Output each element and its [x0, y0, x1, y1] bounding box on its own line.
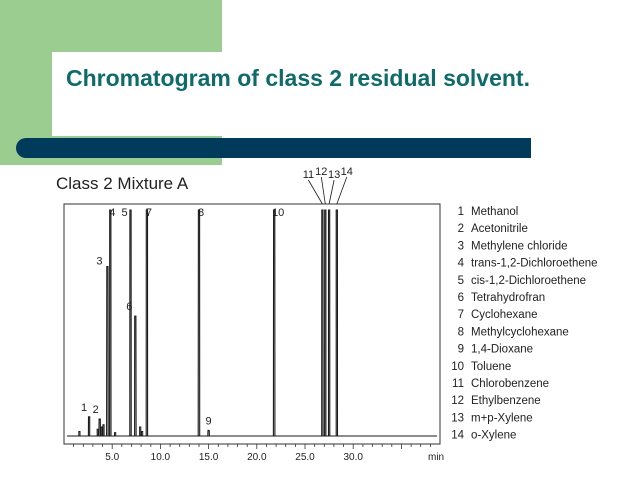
peak-5-trace: [129, 209, 132, 437]
minor-peak: [114, 432, 117, 436]
x-tick-label: 20.0: [247, 452, 267, 463]
peak-leader-14: [336, 176, 348, 205]
legend-number-8: 8: [458, 326, 464, 338]
peak-13-trace: [327, 209, 331, 437]
peak-label-13: 13: [328, 169, 340, 181]
peak-11-trace: [321, 209, 324, 437]
legend-number-11: 11: [452, 378, 464, 390]
x-tick-label: 10.0: [151, 452, 171, 463]
legend-name-10: Toluene: [471, 361, 511, 373]
peak-12-trace: [324, 209, 327, 437]
legend-name-14: o-Xylene: [471, 430, 516, 442]
peak-label-11: 11: [303, 169, 314, 181]
peak-leader-12: [320, 176, 326, 205]
peak-label-9: 9: [206, 415, 212, 427]
minor-peak: [102, 424, 105, 436]
peak-label-2: 2: [93, 404, 99, 416]
peak-4-trace: [109, 209, 112, 437]
legend-name-9: 1,4-Dioxane: [471, 344, 533, 356]
peak-1-trace: [87, 416, 91, 437]
plot-frame: [63, 203, 441, 445]
peak-label-12: 12: [315, 166, 327, 178]
legend-number-13: 13: [451, 412, 464, 424]
legend-number-10: 10: [451, 361, 464, 373]
legend-number-7: 7: [458, 309, 464, 321]
peak-14-trace: [335, 209, 339, 437]
legend-number-2: 2: [458, 223, 464, 235]
x-tick-label: 5.0: [105, 452, 119, 463]
legend-name-12: Ethylbenzene: [471, 395, 541, 407]
peak-label-6: 6: [126, 301, 132, 313]
minor-peak: [78, 431, 81, 436]
legend-number-6: 6: [458, 292, 464, 304]
x-axis-unit-label: min: [428, 452, 444, 463]
legend-name-4: trans-1,2-Dichloroethene: [471, 258, 598, 270]
legend-name-7: Cyclohexane: [471, 309, 537, 321]
legend-number-9: 9: [458, 344, 464, 356]
legend-name-5: cis-1,2-Dichloroethene: [471, 275, 586, 287]
peak-leader-13: [328, 179, 335, 205]
slide-title: Chromatogram of class 2 residual solvent…: [66, 65, 530, 91]
legend-name-2: Acetonitrile: [471, 223, 528, 235]
peak-leader-11: [308, 179, 323, 205]
x-tick-label: 25.0: [295, 452, 315, 463]
legend-name-8: Methylcyclohexane: [471, 326, 569, 338]
peak-label-14: 14: [341, 166, 353, 178]
minor-peak: [100, 426, 103, 436]
peak-label-3: 3: [96, 256, 102, 268]
x-tick-label: 30.0: [343, 452, 363, 463]
peak-label-4: 4: [109, 207, 115, 219]
peak-label-7: 7: [146, 207, 152, 219]
peak-label-5: 5: [121, 207, 127, 219]
peak-7-trace: [145, 209, 149, 437]
chromatogram-figure: Class 2 Mixture A 1 2 3 4 5 6 7 8 9 10 11 12 13 14 5.…: [52, 162, 638, 472]
peak-label-1: 1: [81, 402, 87, 414]
peak-8-trace: [197, 209, 201, 437]
peak-label-8: 8: [198, 207, 204, 219]
title-panel: [52, 52, 638, 136]
legend-name-6: Tetrahydrofran: [471, 292, 545, 304]
peak-3-trace: [106, 265, 109, 437]
minor-peak: [96, 428, 99, 437]
legend-number-14: 14: [451, 430, 464, 442]
legend-name-13: m+p-Xylene: [471, 412, 533, 424]
legend-name-11: Chlorobenzene: [471, 378, 549, 390]
peak-10-trace: [272, 209, 276, 437]
x-tick-label: 15.0: [199, 452, 219, 463]
legend-name-1: Methanol: [471, 206, 518, 218]
legend-number-4: 4: [458, 258, 465, 270]
peak-6-trace: [134, 315, 137, 437]
legend-number-3: 3: [458, 240, 464, 252]
legend-number-1: 1: [458, 206, 464, 218]
legend-number-12: 12: [451, 395, 464, 407]
minor-peak: [139, 426, 142, 437]
peak-9-trace: [207, 429, 210, 437]
title-divider-bar: [16, 138, 531, 158]
legend-name-3: Methylene chloride: [471, 240, 568, 252]
chart-title: Class 2 Mixture A: [56, 174, 189, 193]
peak-2-trace: [98, 418, 101, 437]
legend-number-5: 5: [458, 275, 464, 287]
minor-peak: [141, 431, 144, 436]
